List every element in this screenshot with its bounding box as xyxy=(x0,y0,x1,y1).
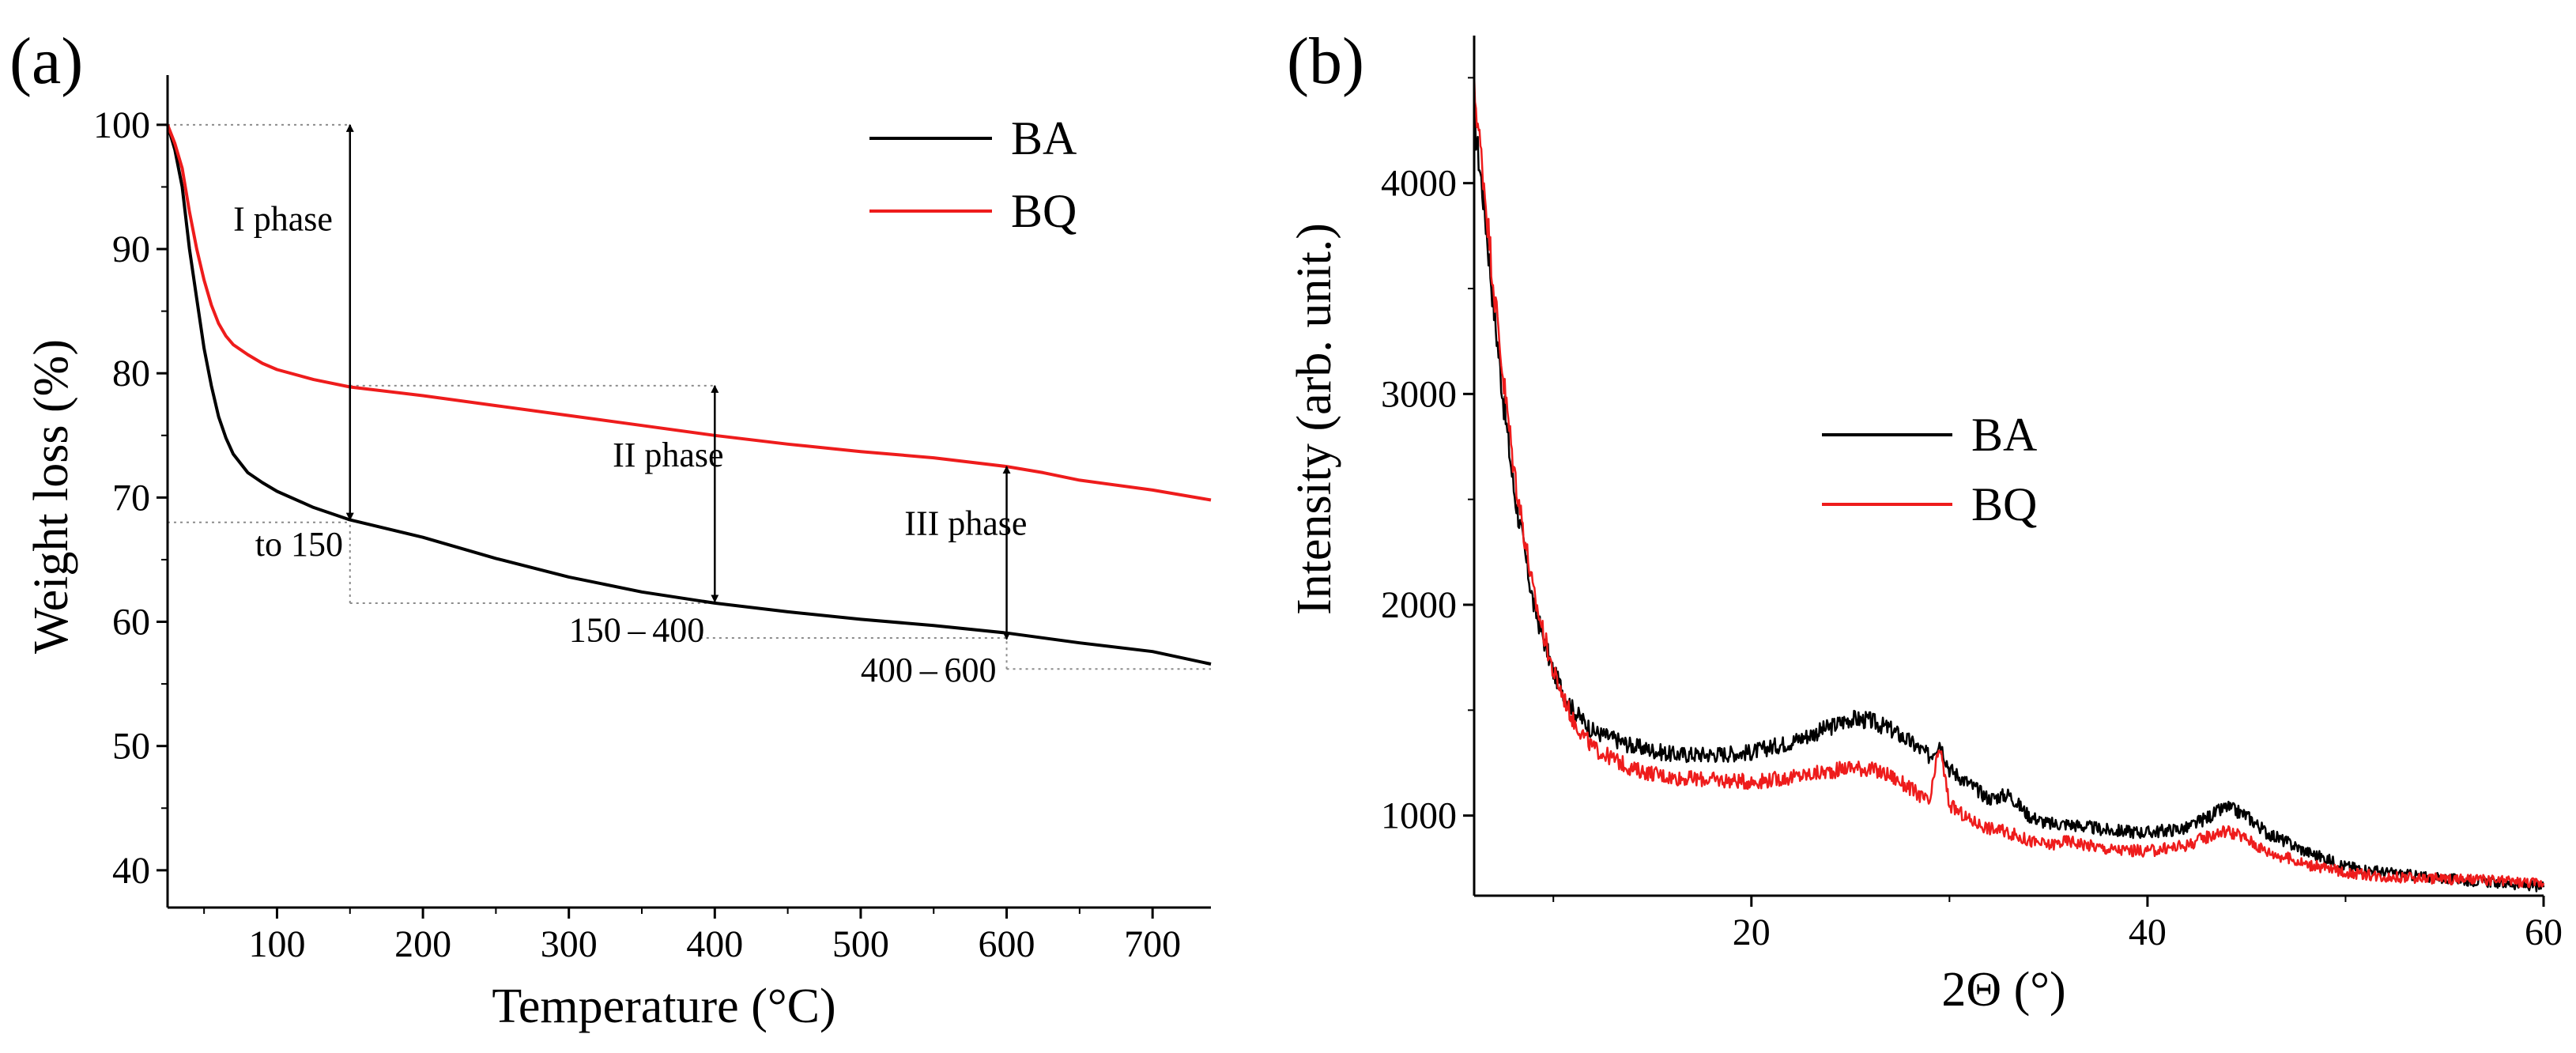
panel-a-series xyxy=(166,124,1212,666)
y-tick-label: 1000 xyxy=(1381,795,1457,837)
annotation-label: II phase xyxy=(613,436,724,474)
y-tick-label: 80 xyxy=(112,353,150,394)
panel-a: (a) I phase II phase III phase to 150 150 – … xyxy=(9,25,1212,1033)
annotation-label: to 150 xyxy=(255,525,343,564)
series-line-ba xyxy=(1473,106,2545,893)
y-tick-label: 40 xyxy=(112,850,150,892)
y-tick-label: 70 xyxy=(112,477,150,519)
y-tick-label: 4000 xyxy=(1381,163,1457,205)
x-tick-label: 600 xyxy=(979,923,1035,965)
series-line-bq xyxy=(166,124,1212,502)
panel-b-series xyxy=(1473,74,2545,893)
legend-label-bq: BQ xyxy=(1011,185,1077,237)
y-tick-label: 60 xyxy=(112,602,150,644)
legend-label-ba: BA xyxy=(1971,409,2037,461)
annotation-label: 400 – 600 xyxy=(861,651,997,689)
y-tick-label: 100 xyxy=(93,104,150,146)
panel-a-phase-arrows xyxy=(345,123,1011,640)
panel-a-xlabel: Temperature (°C) xyxy=(492,979,835,1033)
x-tick-label: 200 xyxy=(394,923,451,965)
legend-label-bq: BQ xyxy=(1971,478,2037,530)
x-tick-label: 500 xyxy=(832,923,889,965)
y-tick-label: 90 xyxy=(112,228,150,270)
x-tick-label: 400 xyxy=(686,923,743,965)
x-tick-label: 40 xyxy=(2129,911,2167,953)
series-line-bq xyxy=(1473,74,2545,889)
annotation-label: 150 – 400 xyxy=(569,611,705,650)
x-tick-label: 700 xyxy=(1124,923,1181,965)
panel-b-xlabel: 2Θ (°) xyxy=(1941,963,2065,1017)
x-tick-label: 100 xyxy=(248,923,305,965)
annotation-label: III phase xyxy=(904,504,1027,543)
legend-label-ba: BA xyxy=(1011,112,1077,164)
panel-b-legend: BA BQ xyxy=(1822,409,2037,530)
panel-a-axes: 100 200 300 400 500 600 700 40 50 60 70 80 90 100 xyxy=(93,75,1211,965)
panel-a-annotations: I phase II phase III phase to 150 150 – 400 4… xyxy=(233,199,1027,689)
panel-a-ylabel: Weight loss (%) xyxy=(25,339,78,654)
panel-b: (b) 20 40 60 1000 2000 3000 4000 BA BQ 2Θ (°) I… xyxy=(1287,25,2563,1017)
x-tick-label: 300 xyxy=(541,923,598,965)
y-tick-label: 3000 xyxy=(1381,373,1457,415)
panel-b-ylabel: Intensity (arb. unit.) xyxy=(1288,223,1341,615)
y-tick-label: 50 xyxy=(112,726,150,768)
y-tick-label: 2000 xyxy=(1381,584,1457,626)
panel-b-axes: 20 40 60 1000 2000 3000 4000 xyxy=(1381,36,2563,953)
annotation-label: I phase xyxy=(233,199,333,238)
x-tick-label: 60 xyxy=(2525,911,2563,953)
panel-a-label: (a) xyxy=(9,25,83,98)
panel-a-legend: BA BQ xyxy=(869,112,1077,237)
series-line-ba xyxy=(166,124,1212,666)
x-tick-label: 20 xyxy=(1733,911,1771,953)
panel-b-label: (b) xyxy=(1287,25,1364,98)
